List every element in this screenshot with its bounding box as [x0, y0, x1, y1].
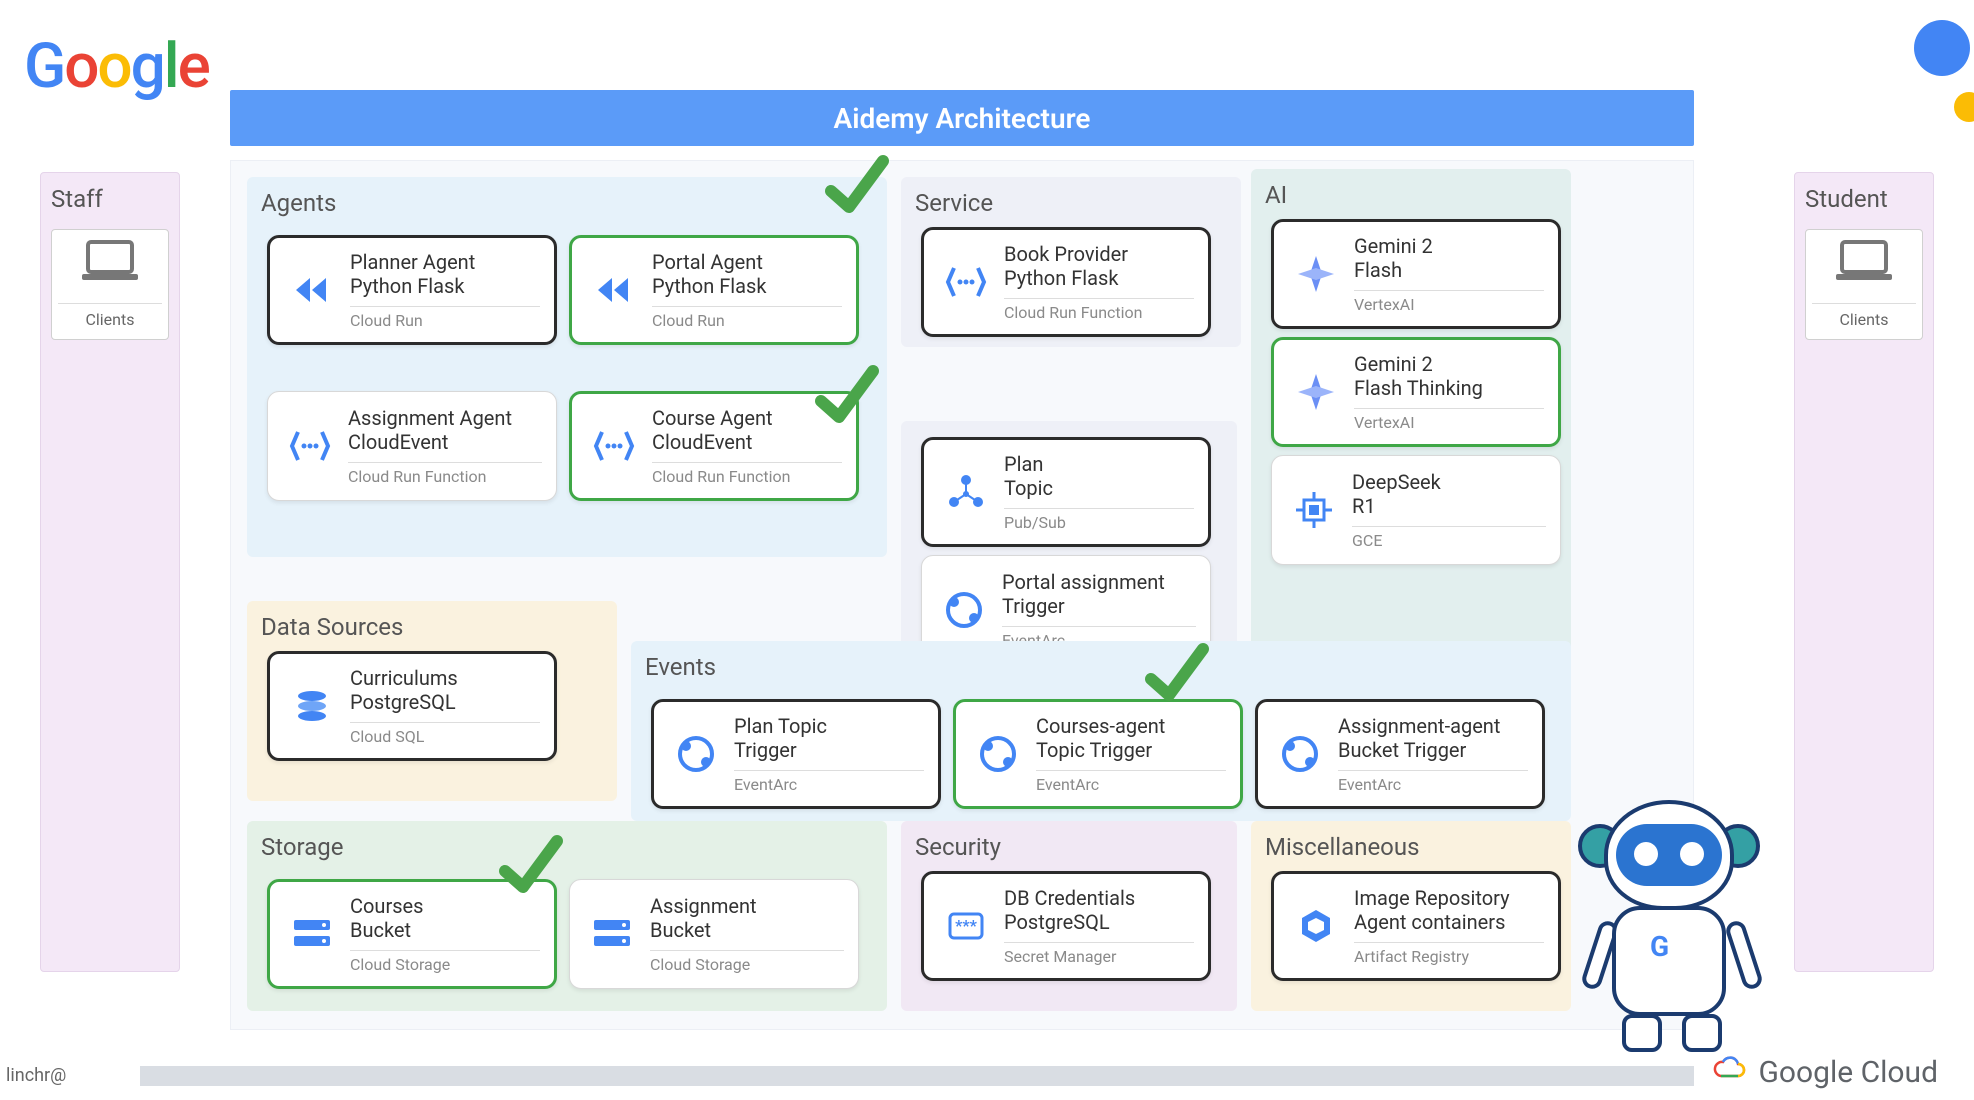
footer-user: linchr@ — [6, 1065, 66, 1086]
zone-ai-label: AI — [1265, 181, 1557, 209]
gemini-icon — [1288, 232, 1344, 316]
card-db-credentials: *** DB CredentialsPostgreSQLSecret Manag… — [921, 871, 1211, 981]
staff-client-box: Clients — [51, 229, 169, 340]
zone-misc-label: Miscellaneous — [1265, 833, 1557, 861]
google-logo: Google — [24, 30, 209, 103]
check-icon — [811, 361, 881, 431]
architecture-canvas: Agents Planner AgentPython FlaskCloud Ru… — [230, 160, 1694, 1030]
check-icon — [821, 151, 891, 221]
zone-service-label: Service — [915, 189, 1227, 217]
card-gemini2-flash: Gemini 2FlashVertexAI — [1271, 219, 1561, 329]
student-client-label: Clients — [1812, 303, 1916, 329]
staff-label: Staff — [51, 185, 169, 213]
student-client-box: Clients — [1805, 229, 1923, 340]
artifact-icon — [1288, 884, 1344, 968]
staff-client-label: Clients — [58, 303, 162, 329]
cloud-run-icon — [586, 248, 642, 332]
card-plan-topic: PlanTopicPub/Sub — [921, 437, 1211, 547]
eventarc-icon — [1272, 712, 1328, 796]
zone-agents: Agents Planner AgentPython FlaskCloud Ru… — [247, 177, 887, 557]
zone-data-label: Data Sources — [261, 613, 603, 641]
cloud-run-icon — [284, 248, 340, 332]
zone-events-label: Events — [645, 653, 1557, 681]
laptop-icon — [1812, 240, 1916, 295]
storage-icon — [584, 890, 640, 978]
chip-icon — [1286, 466, 1342, 554]
card-planner-agent: Planner AgentPython FlaskCloud Run — [267, 235, 557, 345]
card-image-repo: Image RepositoryAgent containersArtifact… — [1271, 871, 1561, 981]
card-courses-trigger: Courses-agentTopic TriggerEventArc — [953, 699, 1243, 809]
eventarc-icon — [970, 712, 1026, 796]
card-deepseek: DeepSeekR1GCE — [1271, 455, 1561, 565]
cloudsql-icon — [284, 664, 340, 748]
secret-icon: *** — [938, 884, 994, 968]
check-icon — [1141, 639, 1211, 709]
laptop-icon — [58, 240, 162, 295]
storage-icon — [284, 892, 340, 976]
title-bar: Aidemy Architecture — [230, 90, 1694, 146]
cloud-brand-text: Google Cloud — [1758, 1055, 1938, 1090]
gemini-icon — [1288, 350, 1344, 434]
zone-ai: AI Gemini 2FlashVertexAI Gemini 2Flash T… — [1251, 169, 1571, 659]
card-assignment-agent: Assignment AgentCloudEventCloud Run Func… — [267, 391, 557, 501]
svg-text:***: *** — [955, 916, 978, 935]
card-portal-agent: Portal AgentPython FlaskCloud Run — [569, 235, 859, 345]
staff-panel: Staff Clients — [40, 172, 180, 972]
card-curriculums: CurriculumsPostgreSQLCloud SQL — [267, 651, 557, 761]
card-gemini2-flash-thinking: Gemini 2Flash ThinkingVertexAI — [1271, 337, 1561, 447]
zone-security: Security *** DB CredentialsPostgreSQLSec… — [901, 821, 1237, 1011]
check-icon — [495, 831, 565, 901]
eventarc-icon — [668, 712, 724, 796]
card-book-provider: Book ProviderPython FlaskCloud Run Funct… — [921, 227, 1211, 337]
zone-data-sources: Data Sources CurriculumsPostgreSQLCloud … — [247, 601, 617, 801]
google-cloud-logo: Google Cloud — [1712, 1054, 1938, 1090]
card-assign-bucket: AssignmentBucketCloud Storage — [569, 879, 859, 989]
footer-bar — [140, 1066, 1694, 1086]
student-panel: Student Clients — [1794, 172, 1934, 972]
zone-storage: Storage CoursesBucketCloud Storage Assig… — [247, 821, 887, 1011]
cloud-function-icon — [282, 402, 338, 490]
robot-mascot: G — [1564, 800, 1774, 1060]
student-label: Student — [1805, 185, 1923, 213]
cloud-function-icon — [586, 404, 642, 488]
zone-events: Events Plan TopicTriggerEventArc Courses… — [631, 641, 1571, 821]
card-plan-trigger: Plan TopicTriggerEventArc — [651, 699, 941, 809]
zone-security-label: Security — [915, 833, 1223, 861]
pubsub-icon — [938, 450, 994, 534]
zone-storage-label: Storage — [261, 833, 873, 861]
zone-agents-label: Agents — [261, 189, 873, 217]
zone-misc: Miscellaneous Image RepositoryAgent cont… — [1251, 821, 1571, 1011]
zone-service: Service Book ProviderPython FlaskCloud R… — [901, 177, 1241, 347]
card-assign-trigger: Assignment-agentBucket TriggerEventArc — [1255, 699, 1545, 809]
cloud-icon — [1712, 1054, 1748, 1090]
cloud-function-icon — [938, 240, 994, 324]
